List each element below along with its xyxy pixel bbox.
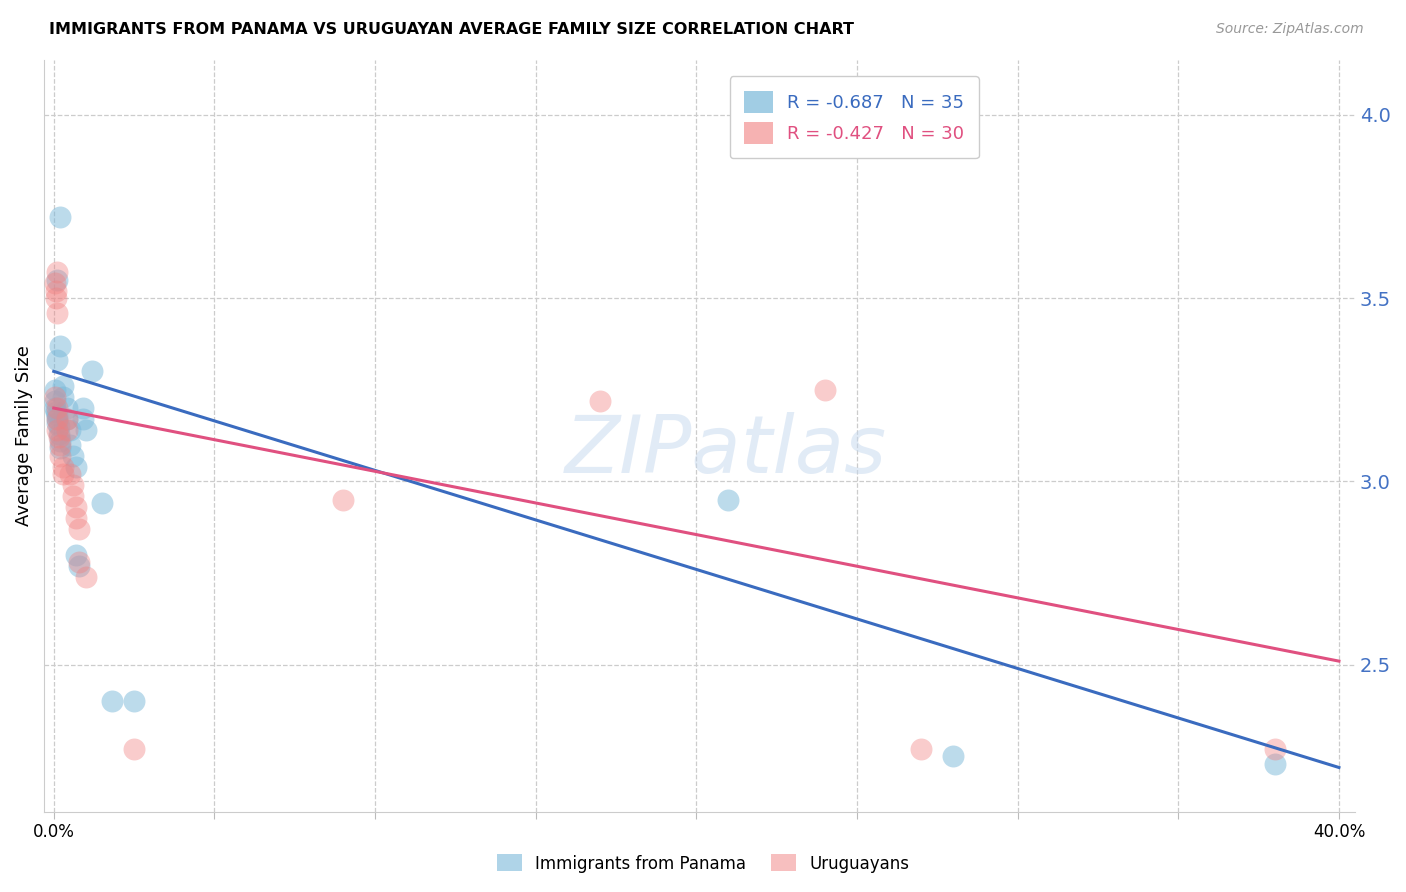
Point <box>75 570 97 584</box>
Point <box>45 291 67 305</box>
Point <box>49 442 72 456</box>
Text: ZIPatlas: ZIPatlas <box>565 411 887 490</box>
Point <box>45 405 67 419</box>
Point <box>122 742 145 756</box>
Point <box>82 364 104 378</box>
Point <box>55 412 77 426</box>
Legend: R = -0.687   N = 35, R = -0.427   N = 30: R = -0.687 N = 35, R = -0.427 N = 30 <box>730 76 979 158</box>
Point <box>69 555 91 569</box>
Point <box>69 522 91 536</box>
Point <box>46 423 69 437</box>
Y-axis label: Average Family Size: Average Family Size <box>15 345 32 526</box>
Point <box>49 438 72 452</box>
Point <box>69 558 91 573</box>
Point <box>62 489 84 503</box>
Point <box>46 412 69 426</box>
Point <box>589 393 612 408</box>
Point <box>46 401 69 415</box>
Point <box>72 412 94 426</box>
Point <box>332 492 354 507</box>
Point <box>48 419 70 434</box>
Point <box>65 511 87 525</box>
Point <box>48 430 70 444</box>
Point <box>122 694 145 708</box>
Point <box>52 459 75 474</box>
Point <box>55 401 77 415</box>
Point <box>46 265 69 279</box>
Point <box>52 467 75 481</box>
Point <box>65 548 87 562</box>
Point <box>62 478 84 492</box>
Text: IMMIGRANTS FROM PANAMA VS URUGUAYAN AVERAGE FAMILY SIZE CORRELATION CHART: IMMIGRANTS FROM PANAMA VS URUGUAYAN AVER… <box>49 22 855 37</box>
Point <box>44 390 66 404</box>
Legend: Immigrants from Panama, Uruguayans: Immigrants from Panama, Uruguayans <box>491 847 915 880</box>
Point <box>1264 742 1286 756</box>
Point <box>46 306 69 320</box>
Point <box>91 496 114 510</box>
Point <box>942 749 965 764</box>
Point <box>46 273 69 287</box>
Point <box>52 379 75 393</box>
Point <box>45 284 67 298</box>
Point <box>44 393 66 408</box>
Point <box>44 383 66 397</box>
Point <box>65 459 87 474</box>
Point <box>46 353 69 368</box>
Point <box>55 412 77 426</box>
Point <box>44 277 66 291</box>
Point <box>814 383 837 397</box>
Point <box>1264 756 1286 771</box>
Text: Source: ZipAtlas.com: Source: ZipAtlas.com <box>1216 22 1364 37</box>
Point <box>59 438 82 452</box>
Point <box>46 412 69 426</box>
Point <box>59 423 82 437</box>
Point <box>49 434 72 448</box>
Point <box>62 449 84 463</box>
Point <box>55 423 77 437</box>
Point <box>72 401 94 415</box>
Point <box>100 694 122 708</box>
Point <box>49 339 72 353</box>
Point <box>59 467 82 481</box>
Point <box>75 423 97 437</box>
Point <box>49 211 72 225</box>
Point <box>49 449 72 463</box>
Point <box>46 416 69 430</box>
Point <box>44 401 66 415</box>
Point <box>717 492 740 507</box>
Point <box>52 390 75 404</box>
Point <box>910 742 932 756</box>
Point <box>48 426 70 441</box>
Point <box>65 500 87 514</box>
Point <box>46 409 69 423</box>
